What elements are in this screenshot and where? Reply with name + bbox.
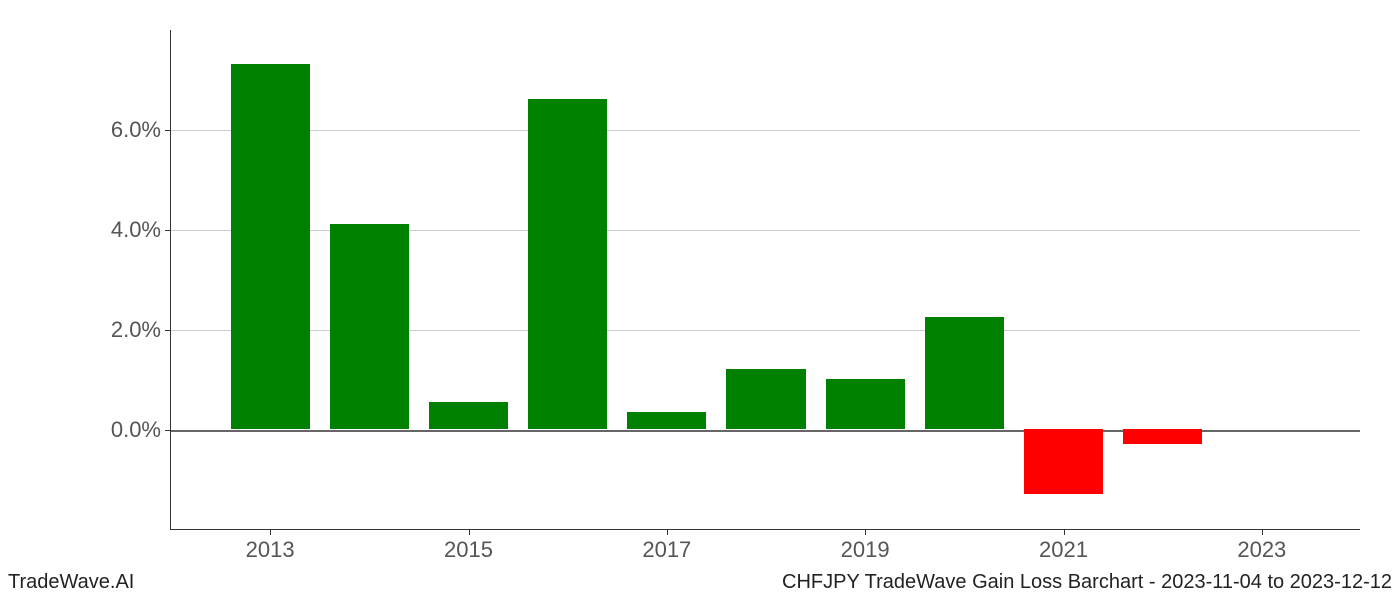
footer-left-label: TradeWave.AI xyxy=(8,571,134,594)
plot-area: 0.0%2.0%4.0%6.0%201320152017201920212023 xyxy=(170,30,1360,530)
ytick-label: 2.0% xyxy=(111,317,171,343)
xtick-mark xyxy=(469,529,470,535)
ytick-mark xyxy=(165,330,171,331)
xtick-mark xyxy=(667,529,668,535)
chart-container: 0.0%2.0%4.0%6.0%201320152017201920212023 xyxy=(170,30,1360,530)
bar xyxy=(1024,429,1103,494)
bar xyxy=(925,317,1004,430)
xtick-mark xyxy=(270,529,271,535)
ytick-label: 6.0% xyxy=(111,117,171,143)
bar xyxy=(528,99,607,429)
bar xyxy=(330,224,409,429)
xtick-mark xyxy=(1262,529,1263,535)
gridline xyxy=(171,130,1360,131)
ytick-mark xyxy=(165,230,171,231)
bar xyxy=(1123,429,1202,444)
footer-right-label: CHFJPY TradeWave Gain Loss Barchart - 20… xyxy=(782,571,1392,594)
bar xyxy=(726,369,805,429)
ytick-label: 4.0% xyxy=(111,217,171,243)
bar xyxy=(627,412,706,430)
xtick-mark xyxy=(865,529,866,535)
bar xyxy=(429,402,508,430)
bar xyxy=(231,64,310,429)
bar xyxy=(826,379,905,429)
ytick-mark xyxy=(165,130,171,131)
ytick-label: 0.0% xyxy=(111,417,171,443)
xtick-mark xyxy=(1064,529,1065,535)
